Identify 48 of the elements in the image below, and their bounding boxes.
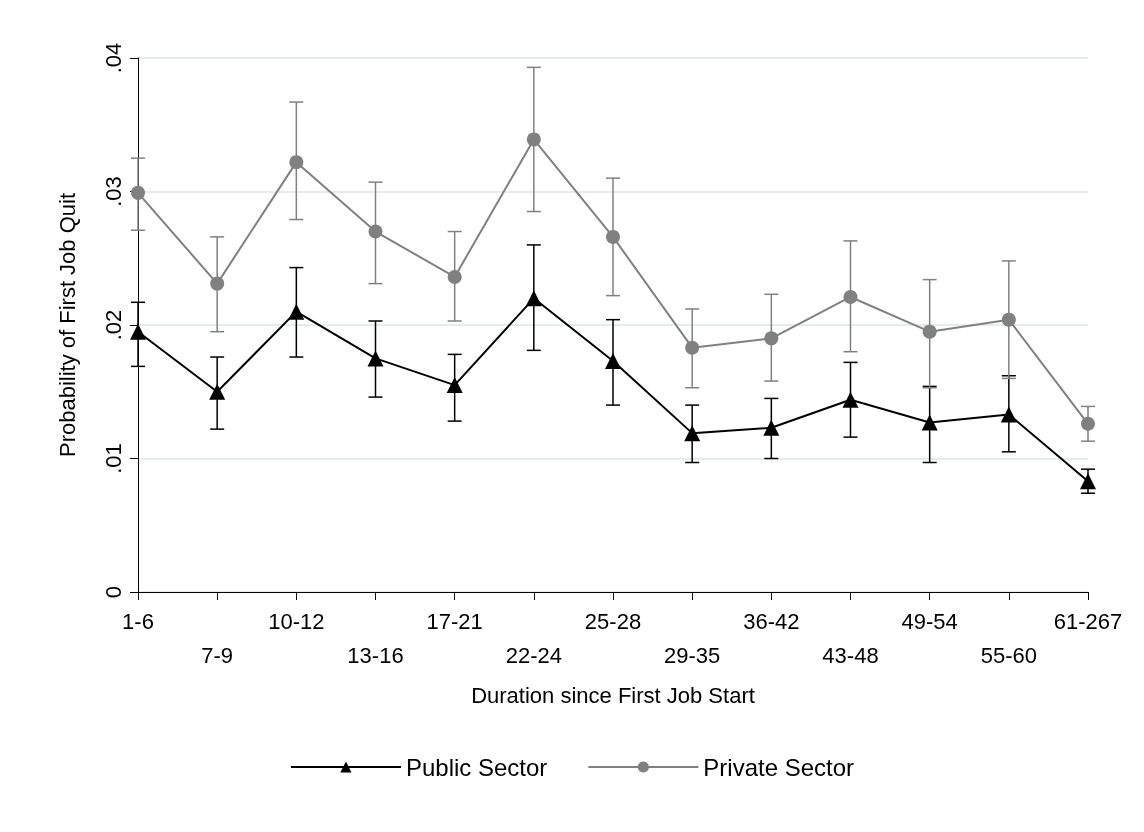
point <box>921 414 938 431</box>
point <box>130 323 146 340</box>
x-tick-label: 13-16 <box>347 642 404 668</box>
x-tick-label: 49-54 <box>901 608 958 634</box>
x-tick-label: 36-42 <box>743 608 800 634</box>
y-tick-label: .04 <box>100 42 126 74</box>
point <box>131 185 145 200</box>
x-tick-label: 22-24 <box>505 642 562 668</box>
y-axis-title: Probability of First Job Quit <box>54 192 80 458</box>
x-tick-label: 1-6 <box>122 608 154 634</box>
legend-label: Private Sector <box>703 753 855 781</box>
legend-label: Public Sector <box>405 753 548 781</box>
point <box>1000 406 1017 423</box>
x-tick-label: 43-48 <box>822 642 879 668</box>
x-tick-label: 17-21 <box>426 608 483 634</box>
point <box>210 276 225 291</box>
y-tick-label: 0 <box>100 585 126 599</box>
point <box>763 419 780 436</box>
point <box>605 353 621 370</box>
point <box>209 383 226 400</box>
point <box>367 350 384 367</box>
y-tick-label: .02 <box>100 309 126 341</box>
y-tick-label: .01 <box>100 443 126 474</box>
point <box>1001 312 1016 327</box>
point <box>1080 473 1096 490</box>
point <box>764 331 779 346</box>
y-tick-label: .03 <box>100 176 126 207</box>
point <box>922 324 937 339</box>
point <box>526 132 541 147</box>
x-axis-title: Duration since First Job Start <box>471 682 755 708</box>
point <box>843 289 858 304</box>
x-tick-label: 55-60 <box>980 642 1037 668</box>
x-tick-label: 29-35 <box>664 642 721 668</box>
point <box>289 155 304 170</box>
point <box>288 303 305 320</box>
x-tick-label: 61-267 <box>1053 608 1123 634</box>
point <box>368 224 383 239</box>
point <box>606 229 620 244</box>
x-tick-label: 7-9 <box>201 642 234 668</box>
x-tick-label: 10-12 <box>268 608 325 634</box>
point <box>684 425 701 442</box>
point <box>447 269 462 284</box>
point <box>446 377 463 394</box>
point <box>685 340 700 355</box>
point <box>525 290 542 307</box>
point <box>1081 416 1095 431</box>
point <box>842 391 859 408</box>
x-tick-label: 25-28 <box>584 608 642 634</box>
